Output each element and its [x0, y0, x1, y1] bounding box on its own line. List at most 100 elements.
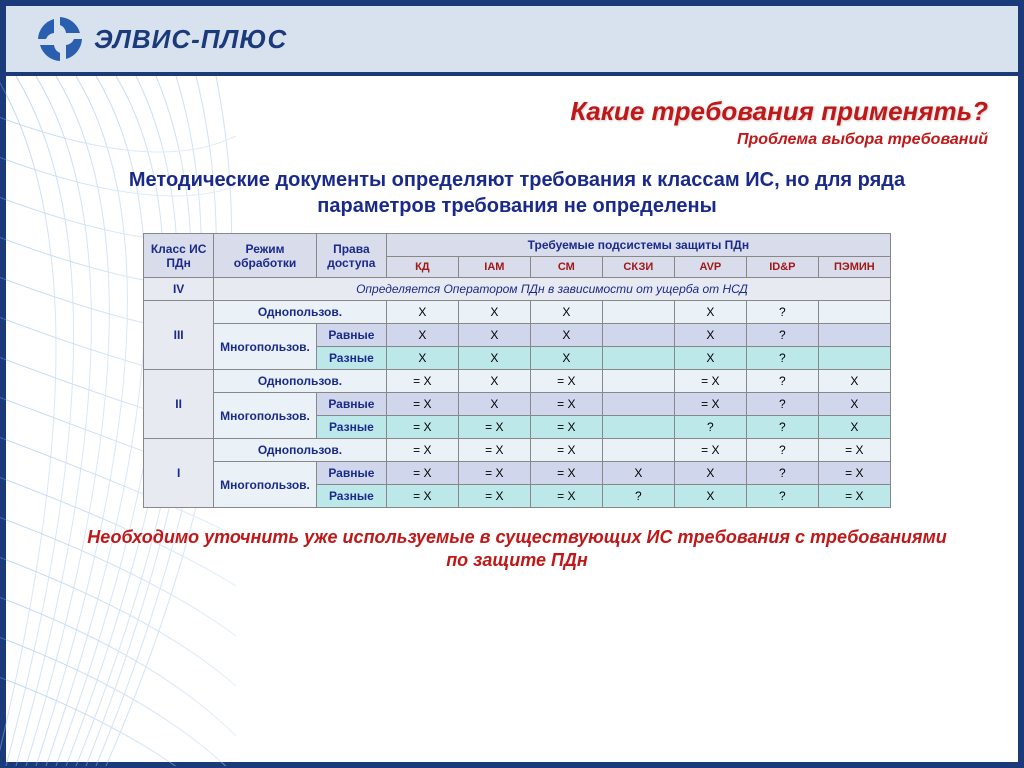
cell: Х	[386, 347, 458, 370]
class-I: I	[144, 439, 214, 508]
cell: Х	[530, 347, 602, 370]
rights-equal: Равные	[316, 393, 386, 416]
subcol-6: ПЭМИН	[818, 257, 890, 278]
cell: ?	[746, 347, 818, 370]
cell: = Х	[386, 439, 458, 462]
mode-multi: Многопользов.	[214, 462, 317, 508]
col-rights: Права доступа	[316, 234, 386, 278]
subcol-2: СМ	[530, 257, 602, 278]
cell: Х	[674, 347, 746, 370]
cell: Х	[458, 301, 530, 324]
cell: Х	[458, 324, 530, 347]
cell: Х	[530, 324, 602, 347]
subcol-0: КД	[386, 257, 458, 278]
cell: ?	[746, 370, 818, 393]
slide-subtitle: Проблема выбора требований	[46, 131, 988, 149]
cell	[602, 439, 674, 462]
cell: = Х	[386, 485, 458, 508]
cell: = Х	[530, 393, 602, 416]
cell: = Х	[530, 370, 602, 393]
cell: ?	[602, 485, 674, 508]
content-area: Какие требования применять? Проблема выб…	[46, 96, 988, 573]
cell: = Х	[674, 393, 746, 416]
cell: ?	[746, 393, 818, 416]
iv-note: Определяется Оператором ПДн в зависимост…	[214, 278, 891, 301]
cell: = Х	[818, 439, 890, 462]
cell: Х	[674, 301, 746, 324]
cell	[602, 347, 674, 370]
cell	[818, 347, 890, 370]
rights-diff: Разные	[316, 485, 386, 508]
cell: = Х	[818, 462, 890, 485]
cell: Х	[458, 370, 530, 393]
class-iv: IV	[144, 278, 214, 301]
col-subsystems: Требуемые подсистемы защиты ПДн	[386, 234, 890, 257]
cell: Х	[818, 393, 890, 416]
requirements-table: Класс ИС ПДнРежим обработкиПрава доступа…	[143, 233, 891, 508]
mode-multi: Многопользов.	[214, 393, 317, 439]
class-III: III	[144, 301, 214, 370]
cell: = Х	[458, 485, 530, 508]
cell: Х	[818, 370, 890, 393]
cell: = Х	[818, 485, 890, 508]
cell: = Х	[458, 439, 530, 462]
col-class: Класс ИС ПДн	[144, 234, 214, 278]
cell: Х	[818, 416, 890, 439]
cell: = Х	[674, 370, 746, 393]
cell	[818, 301, 890, 324]
cell: ?	[746, 462, 818, 485]
cell	[602, 370, 674, 393]
subcol-1: IAM	[458, 257, 530, 278]
slide: ЭЛВИС-ПЛЮС Какие требования применять? П…	[0, 0, 1024, 768]
rights-equal: Равные	[316, 462, 386, 485]
cell: Х	[458, 393, 530, 416]
cell	[602, 324, 674, 347]
cell: = Х	[530, 485, 602, 508]
cell	[602, 416, 674, 439]
cell: = Х	[530, 462, 602, 485]
cell: Х	[386, 324, 458, 347]
cell: = Х	[386, 462, 458, 485]
cell: Х	[674, 485, 746, 508]
mode-single: Однопользов.	[214, 301, 387, 324]
cell: ?	[746, 324, 818, 347]
cell: Х	[530, 301, 602, 324]
brand-logo-icon	[36, 15, 84, 63]
cell: = Х	[386, 393, 458, 416]
slide-title: Какие требования применять?	[46, 96, 988, 127]
cell: = Х	[530, 416, 602, 439]
cell: ?	[746, 439, 818, 462]
cell: = Х	[386, 416, 458, 439]
cell: Х	[386, 301, 458, 324]
cell: = Х	[674, 439, 746, 462]
outro-text: Необходимо уточнить уже используемые в с…	[46, 526, 988, 573]
subcol-3: СКЗИ	[602, 257, 674, 278]
class-II: II	[144, 370, 214, 439]
cell: = Х	[530, 439, 602, 462]
rights-diff: Разные	[316, 416, 386, 439]
cell	[602, 393, 674, 416]
cell	[602, 301, 674, 324]
col-mode: Режим обработки	[214, 234, 317, 278]
cell: Х	[674, 462, 746, 485]
cell: = Х	[458, 462, 530, 485]
mode-single: Однопользов.	[214, 439, 387, 462]
cell: = Х	[386, 370, 458, 393]
cell: = Х	[458, 416, 530, 439]
header-band: ЭЛВИС-ПЛЮС	[6, 6, 1018, 76]
brand-name: ЭЛВИС-ПЛЮС	[94, 24, 287, 55]
cell: Х	[602, 462, 674, 485]
mode-single: Однопользов.	[214, 370, 387, 393]
rights-equal: Равные	[316, 324, 386, 347]
cell: Х	[674, 324, 746, 347]
intro-text: Методические документы определяют требов…	[46, 167, 988, 219]
subcol-5: ID&P	[746, 257, 818, 278]
cell: ?	[746, 301, 818, 324]
rights-diff: Разные	[316, 347, 386, 370]
cell: ?	[746, 485, 818, 508]
cell: ?	[674, 416, 746, 439]
cell: Х	[458, 347, 530, 370]
brand-logo: ЭЛВИС-ПЛЮС	[36, 15, 287, 63]
subcol-4: AVP	[674, 257, 746, 278]
cell: ?	[746, 416, 818, 439]
